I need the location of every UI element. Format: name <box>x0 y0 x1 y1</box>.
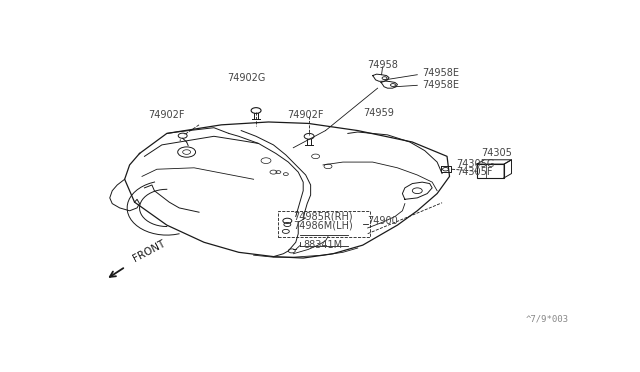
Text: 74902F: 74902F <box>287 110 324 120</box>
Text: 74902F: 74902F <box>148 110 185 120</box>
Bar <box>477 164 504 178</box>
Text: FRONT: FRONT <box>132 238 168 264</box>
Text: 74985R(RH): 74985R(RH) <box>293 212 353 221</box>
Text: 74305F: 74305F <box>456 167 492 177</box>
Text: 88341M: 88341M <box>303 240 342 250</box>
Text: 74305G: 74305G <box>456 158 494 169</box>
Text: ^7/9*003: ^7/9*003 <box>525 314 568 323</box>
Text: 74305: 74305 <box>481 148 512 158</box>
Text: 74900: 74900 <box>367 216 399 226</box>
Text: 74958E: 74958E <box>422 80 460 90</box>
Text: 74986M(LH): 74986M(LH) <box>293 220 353 230</box>
Text: 74958E: 74958E <box>422 68 460 78</box>
Text: 74902G: 74902G <box>227 73 266 83</box>
Text: 74958: 74958 <box>367 60 398 70</box>
Text: 74959: 74959 <box>363 108 394 118</box>
